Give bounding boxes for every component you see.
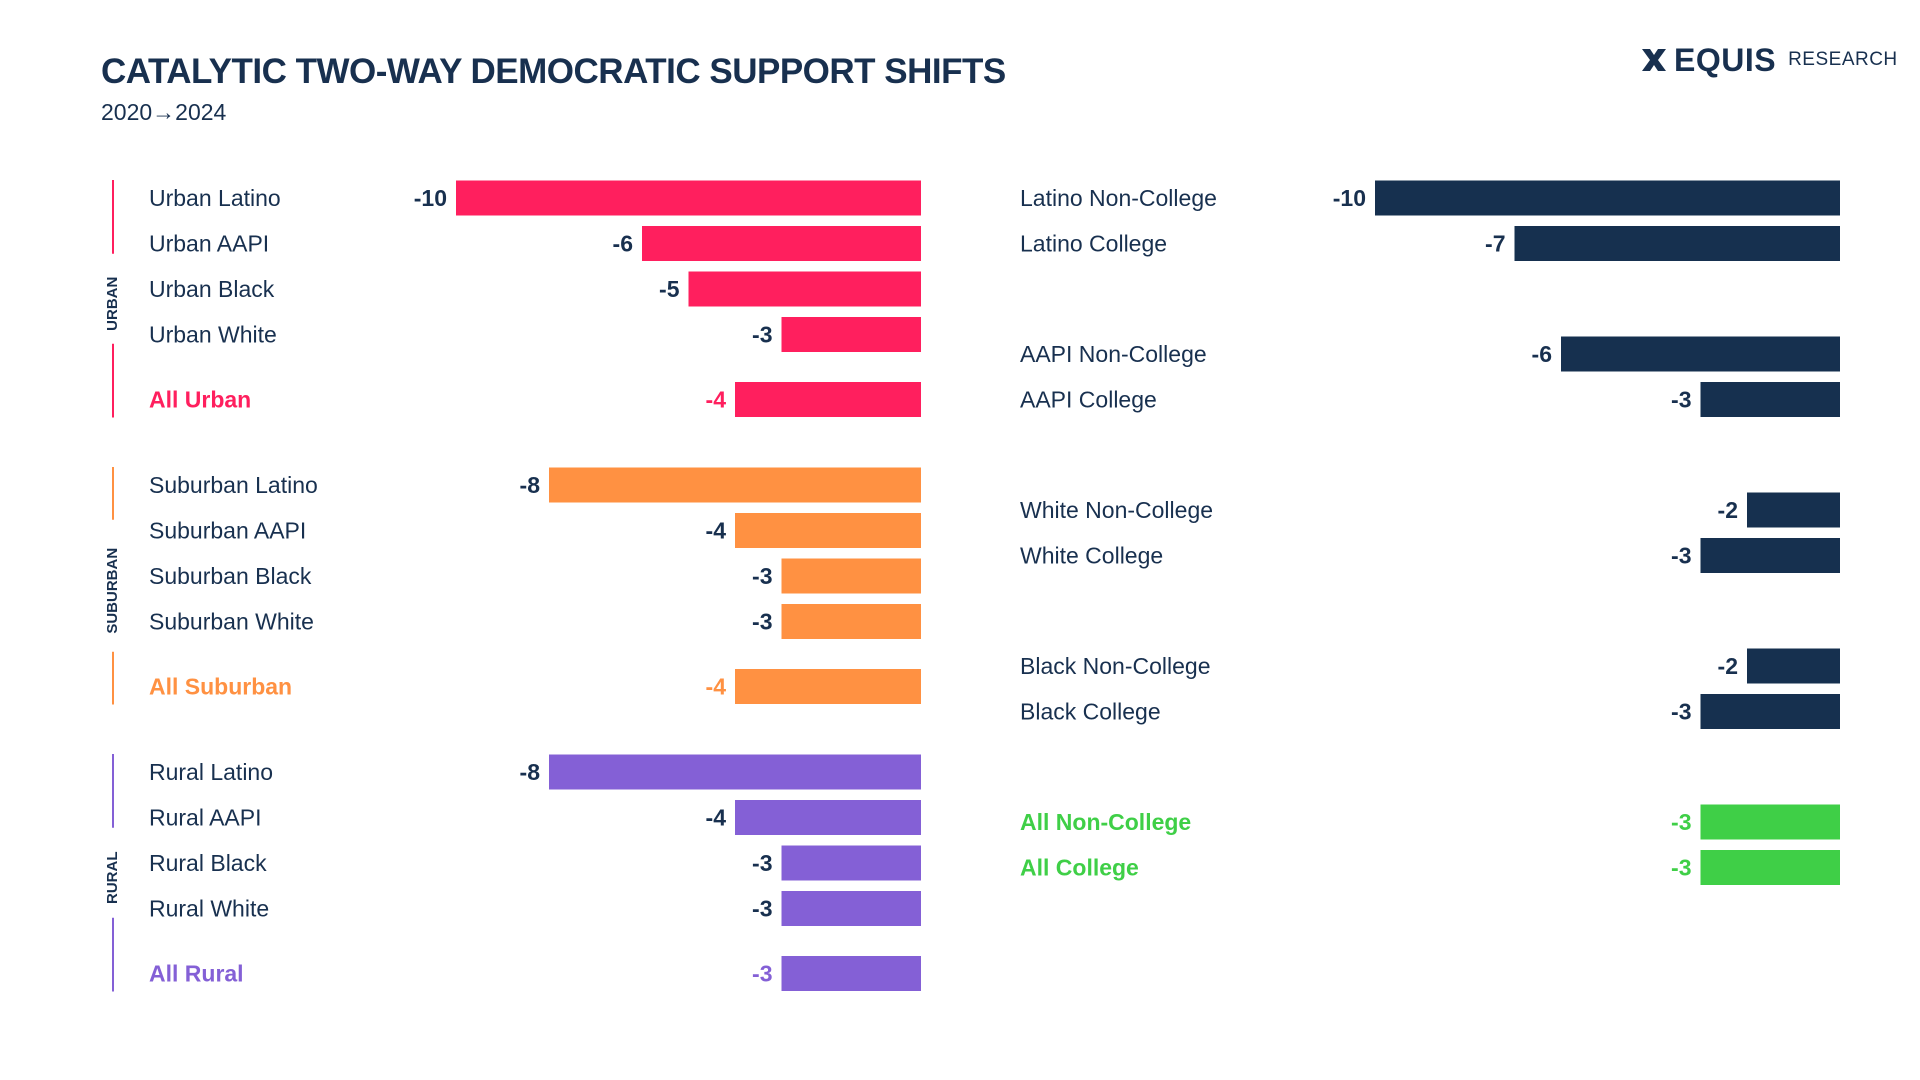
- row-suburban-black-bar: [781, 558, 921, 594]
- row-all-rural-bar: [781, 956, 921, 991]
- row-white-college-label: White College: [1020, 543, 1163, 569]
- row-black-college-label: Black College: [1020, 699, 1161, 725]
- row-aapi-non-college-value: -6: [1532, 341, 1552, 367]
- row-rural-black-value: -3: [752, 850, 772, 876]
- row-white-non-college-label: White Non-College: [1020, 497, 1213, 523]
- row-rural-latino-value: -8: [520, 759, 541, 785]
- row-all-rural-label: All Rural: [149, 961, 244, 987]
- row-all-college-value: -3: [1671, 855, 1691, 881]
- row-all-suburban-bar: [735, 669, 921, 704]
- equis-logo: EQUIS RESEARCH: [1640, 40, 1898, 80]
- row-suburban-black-label: Suburban Black: [149, 563, 312, 589]
- row-all-urban-label: All Urban: [149, 387, 251, 413]
- row-suburban-black-value: -3: [752, 563, 772, 589]
- row-rural-black-bar: [781, 845, 921, 881]
- row-suburban-white-label: Suburban White: [149, 609, 314, 635]
- row-suburban-latino-bar: [549, 467, 921, 503]
- logo-sub: RESEARCH: [1788, 49, 1898, 70]
- row-rural-aapi-value: -4: [706, 805, 727, 831]
- row-black-college-value: -3: [1671, 699, 1691, 725]
- row-latino-non-college-bar: [1375, 180, 1840, 216]
- row-black-non-college-label: Black Non-College: [1020, 653, 1210, 679]
- row-urban-white-value: -3: [752, 322, 772, 348]
- row-all-non-college-label: All Non-College: [1020, 809, 1191, 835]
- row-white-college-value: -3: [1671, 543, 1691, 569]
- row-suburban-aapi-value: -4: [706, 518, 727, 544]
- row-all-urban-value: -4: [706, 387, 727, 413]
- row-aapi-non-college-label: AAPI Non-College: [1020, 341, 1207, 367]
- row-urban-aapi-value: -6: [613, 231, 633, 257]
- group-suburban-label: SUBURBAN: [104, 548, 121, 634]
- page-title: CATALYTIC TWO-WAY DEMOCRATIC SUPPORT SHI…: [101, 52, 1006, 91]
- row-urban-latino-label: Urban Latino: [149, 185, 281, 211]
- row-all-non-college-value: -3: [1671, 809, 1691, 835]
- row-all-rural-value: -3: [752, 961, 772, 987]
- row-rural-latino-label: Rural Latino: [149, 759, 273, 785]
- row-suburban-aapi-bar: [735, 513, 921, 548]
- row-all-urban-bar: [735, 382, 921, 417]
- row-all-non-college-bar: [1700, 804, 1840, 840]
- row-suburban-white-value: -3: [752, 609, 772, 635]
- row-all-college-label: All College: [1020, 855, 1139, 881]
- row-aapi-college-bar: [1700, 382, 1840, 417]
- row-suburban-white-bar: [781, 604, 921, 639]
- row-white-non-college-value: -2: [1718, 497, 1738, 523]
- row-aapi-non-college-bar: [1561, 336, 1840, 372]
- row-urban-latino-bar: [456, 180, 921, 216]
- row-aapi-college-value: -3: [1671, 387, 1691, 413]
- row-rural-aapi-bar: [735, 800, 921, 835]
- row-black-non-college-value: -2: [1718, 653, 1738, 679]
- row-all-suburban-label: All Suburban: [149, 674, 292, 700]
- row-rural-white-value: -3: [752, 896, 772, 922]
- row-all-college-bar: [1700, 850, 1840, 885]
- row-rural-white-bar: [781, 891, 921, 926]
- row-white-non-college-bar: [1747, 492, 1840, 528]
- row-suburban-aapi-label: Suburban AAPI: [149, 518, 306, 544]
- logo-brand: EQUIS: [1674, 41, 1777, 78]
- row-rural-latino-bar: [549, 754, 921, 790]
- row-latino-college-bar: [1514, 226, 1840, 261]
- row-urban-black-value: -5: [659, 276, 680, 302]
- row-latino-college-label: Latino College: [1020, 231, 1167, 257]
- row-rural-aapi-label: Rural AAPI: [149, 805, 262, 831]
- row-black-college-bar: [1700, 694, 1840, 729]
- row-latino-non-college-label: Latino Non-College: [1020, 185, 1217, 211]
- row-urban-latino-value: -10: [414, 185, 447, 211]
- row-suburban-latino-value: -8: [520, 472, 541, 498]
- row-latino-college-value: -7: [1485, 231, 1505, 257]
- x-mark-icon: [1642, 49, 1666, 71]
- row-urban-aapi-bar: [642, 226, 921, 261]
- row-urban-black-label: Urban Black: [149, 276, 275, 302]
- group-urban-label: URBAN: [104, 277, 121, 331]
- page-subtitle: 2020→2024: [101, 99, 227, 125]
- row-latino-non-college-value: -10: [1333, 185, 1366, 211]
- row-aapi-college-label: AAPI College: [1020, 387, 1157, 413]
- row-urban-aapi-label: Urban AAPI: [149, 231, 269, 257]
- row-urban-black-bar: [688, 271, 921, 307]
- row-urban-white-bar: [781, 317, 921, 352]
- group-rural-label: RURAL: [104, 852, 121, 905]
- row-urban-white-label: Urban White: [149, 322, 277, 348]
- row-black-non-college-bar: [1747, 648, 1840, 684]
- row-all-suburban-value: -4: [706, 674, 727, 700]
- row-suburban-latino-label: Suburban Latino: [149, 472, 318, 498]
- row-rural-white-label: Rural White: [149, 896, 269, 922]
- row-rural-black-label: Rural Black: [149, 850, 267, 876]
- row-white-college-bar: [1700, 538, 1840, 573]
